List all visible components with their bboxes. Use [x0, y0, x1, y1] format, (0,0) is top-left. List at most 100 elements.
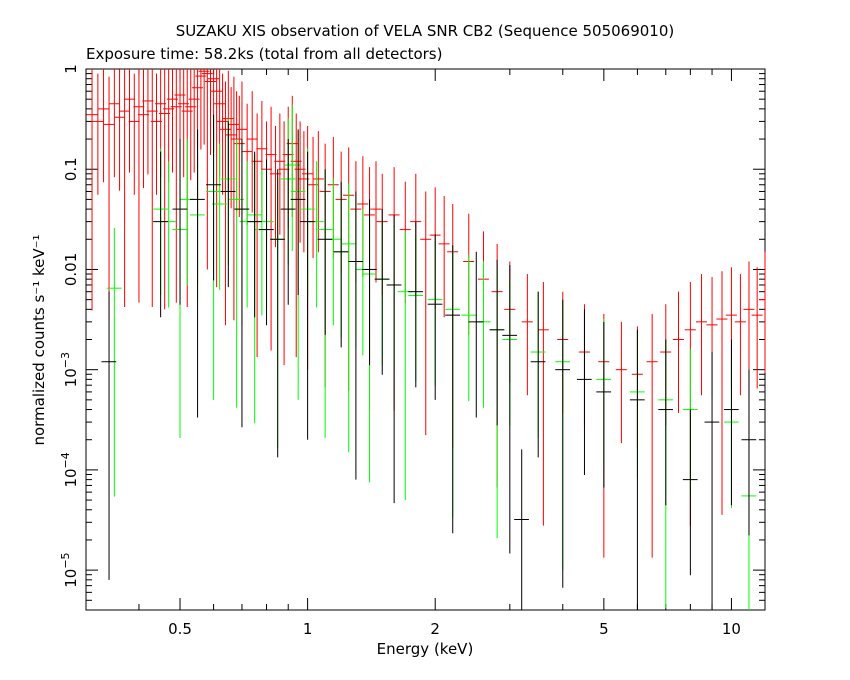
- data-point: [723, 339, 739, 506]
- data-point: [370, 161, 382, 283]
- data-point: [123, 69, 135, 173]
- data-point: [137, 69, 149, 189]
- data-point: [374, 209, 390, 375]
- data-point: [246, 91, 258, 213]
- data-point: [716, 271, 728, 515]
- y-tick-label: 0.1: [62, 157, 80, 181]
- data-point: [646, 313, 658, 558]
- data-point: [596, 321, 612, 488]
- series-2: [101, 114, 757, 610]
- data-point: [658, 339, 674, 506]
- data-point: [521, 274, 533, 396]
- y-tick-label-text: 0.01: [62, 253, 80, 286]
- y-tick-label-text: 10−5: [59, 552, 80, 587]
- data-point: [150, 73, 162, 195]
- data-point: [269, 125, 281, 248]
- data-point: [86, 69, 98, 311]
- data-point: [274, 113, 286, 235]
- data-point: [259, 159, 274, 326]
- y-tick-label-base: 10: [62, 569, 80, 588]
- data-point: [153, 151, 168, 318]
- x-tick-label: 1: [303, 620, 313, 638]
- chart-subtitle: Exposure time: 58.2ks (total from all de…: [86, 45, 442, 63]
- data-point: [179, 139, 195, 286]
- data-point: [142, 69, 154, 175]
- data-point: [146, 69, 158, 307]
- data-point: [206, 114, 221, 281]
- data-point: [101, 291, 117, 580]
- data-point: [251, 113, 263, 358]
- y-tick-label-text: 10−4: [59, 452, 80, 487]
- series-0: [86, 69, 766, 558]
- data-point: [190, 129, 205, 418]
- data-point: [695, 274, 707, 396]
- data-point: [103, 76, 115, 321]
- data-point: [751, 267, 763, 389]
- data-point: [555, 299, 571, 588]
- data-point: [198, 69, 210, 145]
- data-point: [759, 251, 766, 374]
- data-point: [225, 87, 237, 209]
- x-tick-label: 2: [430, 620, 440, 638]
- data-point: [445, 245, 460, 534]
- data-point: [280, 139, 296, 305]
- data-point: [704, 352, 720, 610]
- y-tick-label-base: 10: [62, 368, 80, 387]
- data-point: [161, 161, 176, 308]
- y-tick-label-base: 10: [62, 468, 80, 487]
- y-tick-label-text: 10−3: [59, 352, 80, 387]
- data-point: [427, 234, 443, 400]
- data-point: [317, 169, 333, 335]
- data-point: [489, 259, 505, 426]
- data-point: [229, 139, 244, 408]
- data-point: [128, 73, 140, 195]
- y-tick-label: 10−5: [59, 552, 80, 587]
- data-point: [362, 199, 377, 366]
- data-point: [682, 409, 698, 576]
- y-tick-label-exponent: −5: [59, 552, 72, 568]
- data-point: [355, 209, 371, 356]
- data-point: [278, 121, 290, 366]
- data-point: [265, 106, 277, 351]
- data-point: [113, 69, 126, 191]
- data-point: [615, 321, 627, 444]
- data-point: [348, 191, 364, 480]
- data-point: [397, 231, 413, 501]
- data-point: [741, 369, 757, 536]
- data-point: [576, 309, 592, 476]
- y-tick-label-base: 0.1: [62, 157, 80, 181]
- data-point: [220, 121, 236, 288]
- data-point: [211, 69, 223, 288]
- y-tick-label: 10−4: [59, 452, 80, 487]
- data-point: [502, 265, 518, 554]
- data-point: [108, 69, 120, 178]
- data-point: [212, 143, 227, 290]
- data-point: [530, 291, 546, 458]
- data-point: [92, 73, 104, 195]
- data-point: [629, 329, 645, 610]
- data-point: [461, 254, 476, 402]
- y-tick-label: 1: [62, 64, 80, 74]
- series-1: [106, 104, 757, 610]
- data-point: [284, 104, 300, 251]
- y-tick-label-exponent: −3: [59, 352, 72, 368]
- series-layer: [86, 69, 766, 610]
- data-point: [300, 151, 315, 440]
- data-point: [233, 95, 245, 218]
- data-point: [420, 191, 432, 436]
- data-point: [234, 139, 250, 428]
- data-point: [290, 129, 306, 296]
- data-point: [309, 161, 324, 308]
- data-point: [270, 169, 285, 458]
- data-point: [195, 69, 207, 150]
- data-point: [438, 196, 450, 318]
- y-tick-label-base: 1: [62, 64, 80, 74]
- data-point: [734, 274, 746, 396]
- data-point: [386, 214, 402, 504]
- data-point: [537, 281, 549, 526]
- data-point: [672, 291, 684, 413]
- data-point: [408, 221, 424, 388]
